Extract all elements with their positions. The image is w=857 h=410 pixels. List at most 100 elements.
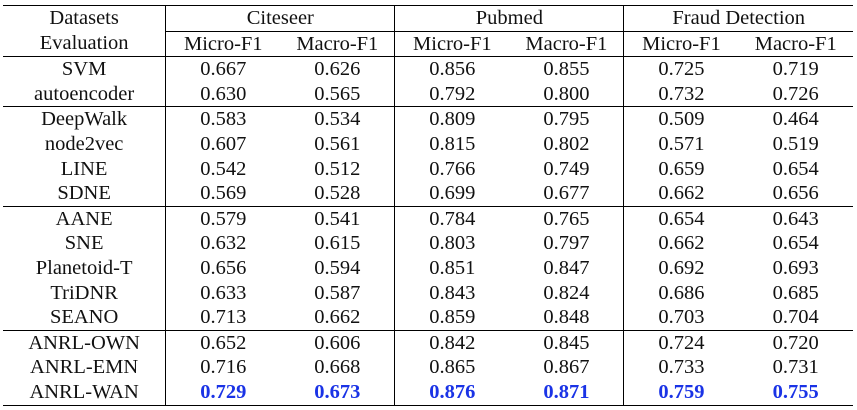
method-name: ANRL-EMN xyxy=(3,355,167,380)
score-cell: 0.654 xyxy=(623,205,739,232)
method-name: Planetoid-T xyxy=(3,255,167,281)
score-cell: 0.733 xyxy=(658,356,705,379)
score-cell: 0.693 xyxy=(772,256,819,279)
score-cell: 0.848 xyxy=(509,305,625,331)
header-row-datasets: Datasets Citeseer Pubmed Fraud Detection xyxy=(3,5,853,32)
score-cell: 0.704 xyxy=(772,306,819,329)
score-cell: 0.713 xyxy=(200,306,247,329)
method-name: LINE xyxy=(3,156,167,182)
dataset-pubmed-header: Pubmed xyxy=(394,5,625,32)
score-cell: 0.755 xyxy=(738,379,853,406)
score-cell: 0.871 xyxy=(509,379,625,406)
table-row: node2vec 0.607 0.561 0.815 0.802 0.571 0.519 xyxy=(3,131,853,157)
method-name: TriDNR xyxy=(3,280,167,306)
score-cell: 0.749 xyxy=(509,156,625,182)
results-table: Datasets Citeseer Pubmed Fraud Detection… xyxy=(3,5,853,406)
score-cell: 0.656 xyxy=(772,182,819,205)
score-cell: 0.509 xyxy=(623,106,739,132)
dataset-fraud-detection-header: Fraud Detection xyxy=(623,5,853,32)
score-cell: 0.725 xyxy=(658,58,705,81)
score-cell: 0.784 xyxy=(394,205,510,232)
metric-header: Macro-F1 xyxy=(738,31,853,58)
method-name: autoencoder xyxy=(3,81,167,107)
score-cell: 0.842 xyxy=(394,329,510,356)
table-row: ANRL-WAN 0.729 0.673 0.876 0.871 0.759 0.755 xyxy=(3,379,853,406)
score-cell: 0.654 xyxy=(772,157,819,180)
score-cell: 0.615 xyxy=(280,231,396,256)
table-row: AANE 0.579 0.541 0.784 0.765 0.654 0.643 xyxy=(3,205,853,232)
score-cell: 0.856 xyxy=(429,58,476,81)
score-cell: 0.824 xyxy=(509,280,625,306)
score-cell: 0.732 xyxy=(658,82,705,105)
score-cell: 0.561 xyxy=(280,131,396,157)
method-name: SDNE xyxy=(3,181,167,207)
table-row: SVM 0.667 0.626 0.856 0.855 0.725 0.719 xyxy=(3,56,853,82)
score-cell: 0.633 xyxy=(200,281,247,304)
score-cell: 0.729 xyxy=(165,379,281,406)
score-cell: 0.859 xyxy=(429,306,476,329)
evaluation-label: Evaluation xyxy=(3,31,167,58)
score-cell: 0.512 xyxy=(280,156,396,182)
method-name: SNE xyxy=(3,231,167,256)
score-cell: 0.726 xyxy=(772,82,819,105)
score-cell: 0.583 xyxy=(165,106,281,132)
datasets-label: Datasets xyxy=(3,5,167,32)
score-cell: 0.792 xyxy=(429,82,476,105)
score-cell: 0.667 xyxy=(200,58,247,81)
score-cell: 0.662 xyxy=(280,305,396,331)
score-cell: 0.797 xyxy=(509,231,625,256)
score-cell: 0.855 xyxy=(509,56,625,82)
method-name: AANE xyxy=(3,205,167,232)
table-row: Planetoid-T 0.656 0.594 0.851 0.847 0.692 0.69… xyxy=(3,255,853,281)
score-cell: 0.630 xyxy=(200,82,247,105)
score-cell: 0.724 xyxy=(623,329,739,356)
score-cell: 0.579 xyxy=(165,205,281,232)
score-cell: 0.703 xyxy=(658,306,705,329)
score-cell: 0.843 xyxy=(429,281,476,304)
score-cell: 0.731 xyxy=(772,356,819,379)
score-cell: 0.800 xyxy=(509,81,625,107)
score-cell: 0.668 xyxy=(280,355,396,380)
table-row: ANRL-OWN 0.652 0.606 0.842 0.845 0.724 0.720 xyxy=(3,329,853,356)
score-cell: 0.587 xyxy=(280,280,396,306)
table-row: LINE 0.542 0.512 0.766 0.749 0.659 0.654 xyxy=(3,156,853,182)
score-cell: 0.662 xyxy=(658,232,705,255)
score-cell: 0.699 xyxy=(429,182,476,205)
score-cell: 0.652 xyxy=(165,329,281,356)
score-cell: 0.765 xyxy=(509,205,625,232)
table-row: DeepWalk 0.583 0.534 0.809 0.795 0.509 0.464 xyxy=(3,106,853,132)
score-cell: 0.867 xyxy=(509,355,625,380)
metric-header: Macro-F1 xyxy=(509,31,625,58)
dataset-citeseer-header: Citeseer xyxy=(165,5,396,32)
score-cell: 0.795 xyxy=(509,106,625,132)
score-cell: 0.542 xyxy=(200,157,247,180)
score-cell: 0.654 xyxy=(772,232,819,255)
score-cell: 0.464 xyxy=(738,106,853,132)
table-row: autoencoder 0.630 0.565 0.792 0.800 0.732 0.72… xyxy=(3,81,853,107)
table-row: SEANO 0.713 0.662 0.859 0.848 0.703 0.704 xyxy=(3,305,853,331)
score-cell: 0.659 xyxy=(658,157,705,180)
score-cell: 0.673 xyxy=(280,379,396,406)
score-cell: 0.571 xyxy=(658,132,705,155)
header-row-metrics: Evaluation Micro-F1 Macro-F1 Micro-F1 Ma… xyxy=(3,31,853,58)
score-cell: 0.716 xyxy=(200,356,247,379)
score-cell: 0.802 xyxy=(509,131,625,157)
score-cell: 0.607 xyxy=(200,132,247,155)
score-cell: 0.565 xyxy=(280,81,396,107)
metric-header: Micro-F1 xyxy=(623,31,739,58)
score-cell: 0.815 xyxy=(429,132,476,155)
results-table-container: Datasets Citeseer Pubmed Fraud Detection… xyxy=(3,5,853,406)
table-row: ANRL-EMN 0.716 0.668 0.865 0.867 0.733 0.731 xyxy=(3,355,853,380)
score-cell: 0.692 xyxy=(658,256,705,279)
score-cell: 0.759 xyxy=(623,379,739,406)
score-cell: 0.632 xyxy=(200,232,247,255)
method-name: SEANO xyxy=(3,305,167,331)
score-cell: 0.719 xyxy=(772,58,819,81)
table-row: SNE 0.632 0.615 0.803 0.797 0.662 0.654 xyxy=(3,231,853,256)
score-cell: 0.876 xyxy=(394,379,510,406)
score-cell: 0.845 xyxy=(509,329,625,356)
score-cell: 0.541 xyxy=(280,205,396,232)
metric-header: Micro-F1 xyxy=(165,31,281,58)
score-cell: 0.643 xyxy=(738,205,853,232)
score-cell: 0.766 xyxy=(429,157,476,180)
